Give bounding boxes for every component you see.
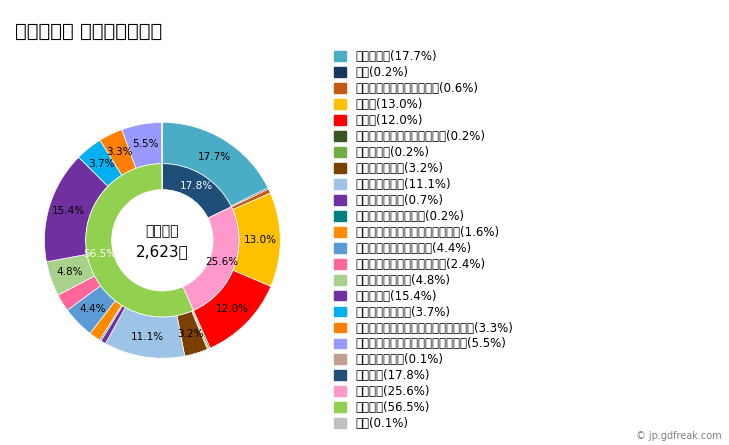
Text: 5.5%: 5.5% bbox=[132, 139, 158, 149]
Wedge shape bbox=[233, 193, 280, 287]
Wedge shape bbox=[122, 122, 162, 168]
Wedge shape bbox=[86, 164, 193, 317]
Text: 3.2%: 3.2% bbox=[177, 329, 203, 339]
Wedge shape bbox=[163, 122, 268, 206]
Text: 3.3%: 3.3% bbox=[106, 147, 133, 158]
Wedge shape bbox=[183, 207, 239, 311]
Text: 12.0%: 12.0% bbox=[216, 304, 249, 314]
Wedge shape bbox=[58, 276, 101, 310]
Wedge shape bbox=[79, 140, 122, 186]
Wedge shape bbox=[101, 306, 125, 344]
Text: 17.7%: 17.7% bbox=[198, 152, 230, 162]
Wedge shape bbox=[192, 310, 210, 349]
Wedge shape bbox=[100, 129, 136, 175]
Wedge shape bbox=[106, 307, 184, 358]
Text: 17.8%: 17.8% bbox=[179, 181, 213, 191]
Text: 15.4%: 15.4% bbox=[52, 206, 85, 216]
Text: 56.5%: 56.5% bbox=[84, 249, 117, 259]
Wedge shape bbox=[231, 189, 270, 210]
Wedge shape bbox=[163, 164, 231, 218]
Text: ２０２０年 津野町の就業者: ２０２０年 津野町の就業者 bbox=[15, 22, 162, 41]
Text: © jp.gdfreak.com: © jp.gdfreak.com bbox=[636, 431, 722, 441]
Text: 13.0%: 13.0% bbox=[243, 235, 277, 245]
Wedge shape bbox=[192, 311, 208, 349]
Text: 4.8%: 4.8% bbox=[57, 267, 83, 277]
Wedge shape bbox=[177, 311, 207, 356]
Text: 25.6%: 25.6% bbox=[206, 257, 238, 267]
Text: 4.4%: 4.4% bbox=[79, 303, 106, 314]
Wedge shape bbox=[231, 188, 268, 207]
Wedge shape bbox=[47, 254, 95, 295]
Wedge shape bbox=[90, 301, 122, 340]
Wedge shape bbox=[193, 270, 271, 348]
Wedge shape bbox=[44, 157, 108, 262]
Wedge shape bbox=[67, 286, 115, 333]
Text: 3.7%: 3.7% bbox=[88, 159, 114, 169]
Circle shape bbox=[112, 190, 213, 291]
Text: 就業者数: 就業者数 bbox=[146, 224, 179, 238]
Wedge shape bbox=[100, 305, 122, 341]
Text: 2,623人: 2,623人 bbox=[136, 245, 189, 259]
Wedge shape bbox=[162, 122, 163, 164]
Legend: 農業，林業(17.7%), 漁業(0.2%), 鉱業，採石業，砂利採取業(0.6%), 建設業(13.0%), 製造業(12.0%), 電気・ガス・熱供給・水道: 農業，林業(17.7%), 漁業(0.2%), 鉱業，採石業，砂利採取業(0.6… bbox=[330, 47, 517, 434]
Text: 11.1%: 11.1% bbox=[130, 332, 164, 342]
